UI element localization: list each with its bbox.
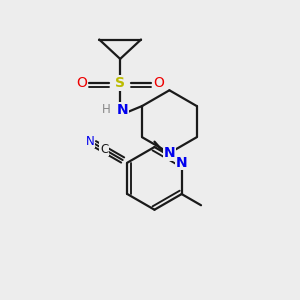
Text: N: N bbox=[117, 103, 128, 117]
Text: O: O bbox=[154, 76, 164, 90]
Text: S: S bbox=[115, 76, 125, 90]
Text: C: C bbox=[100, 143, 108, 156]
Text: O: O bbox=[76, 76, 87, 90]
Text: N: N bbox=[176, 156, 188, 170]
Text: N: N bbox=[85, 134, 94, 148]
Text: H: H bbox=[102, 103, 111, 116]
Text: N: N bbox=[164, 146, 175, 160]
